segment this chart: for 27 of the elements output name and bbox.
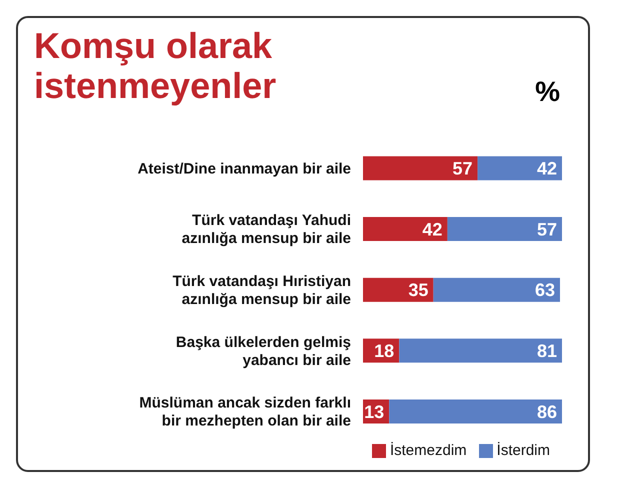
- legend-label: İsterdim: [496, 442, 550, 459]
- y-tick-label: Başka ülkelerden gelmiş yabancı bir aile: [176, 333, 351, 368]
- data-label: 57: [536, 219, 557, 240]
- data-label: 13: [364, 402, 384, 422]
- y-tick-label: Ateist/Dine inanmayan bir aile: [138, 160, 351, 177]
- bar: [363, 217, 448, 242]
- data-label: 63: [534, 280, 555, 300]
- data-label: 81: [536, 341, 557, 362]
- chart-title: Komşu olarak istenmeyenler: [34, 25, 278, 106]
- text: %: [535, 76, 560, 108]
- y-tick-label: Türk vatandaşı Yahudi azınlığa mensup bir aile: [182, 212, 351, 247]
- data-label: 18: [374, 341, 394, 362]
- data-label: 86: [536, 402, 557, 422]
- bar: [363, 156, 478, 180]
- bar: [433, 278, 560, 302]
- bar: [363, 278, 434, 302]
- y-tick-label: Müslüman ancak sizden farklı bir mezhepten olan bir aile: [139, 394, 351, 430]
- legend-label: İstemezdim: [390, 442, 467, 459]
- y-tick-label: Türk vatandaşı Hıristiyan azınlığa mensup bir aile: [172, 272, 351, 308]
- bar: [399, 338, 562, 363]
- data-label: 57: [452, 158, 473, 179]
- bar: [389, 399, 562, 424]
- data-label: 35: [408, 280, 428, 300]
- data-label: 42: [536, 158, 557, 179]
- data-label: 42: [422, 219, 442, 240]
- bar: [447, 217, 562, 242]
- bar: [478, 156, 562, 180]
